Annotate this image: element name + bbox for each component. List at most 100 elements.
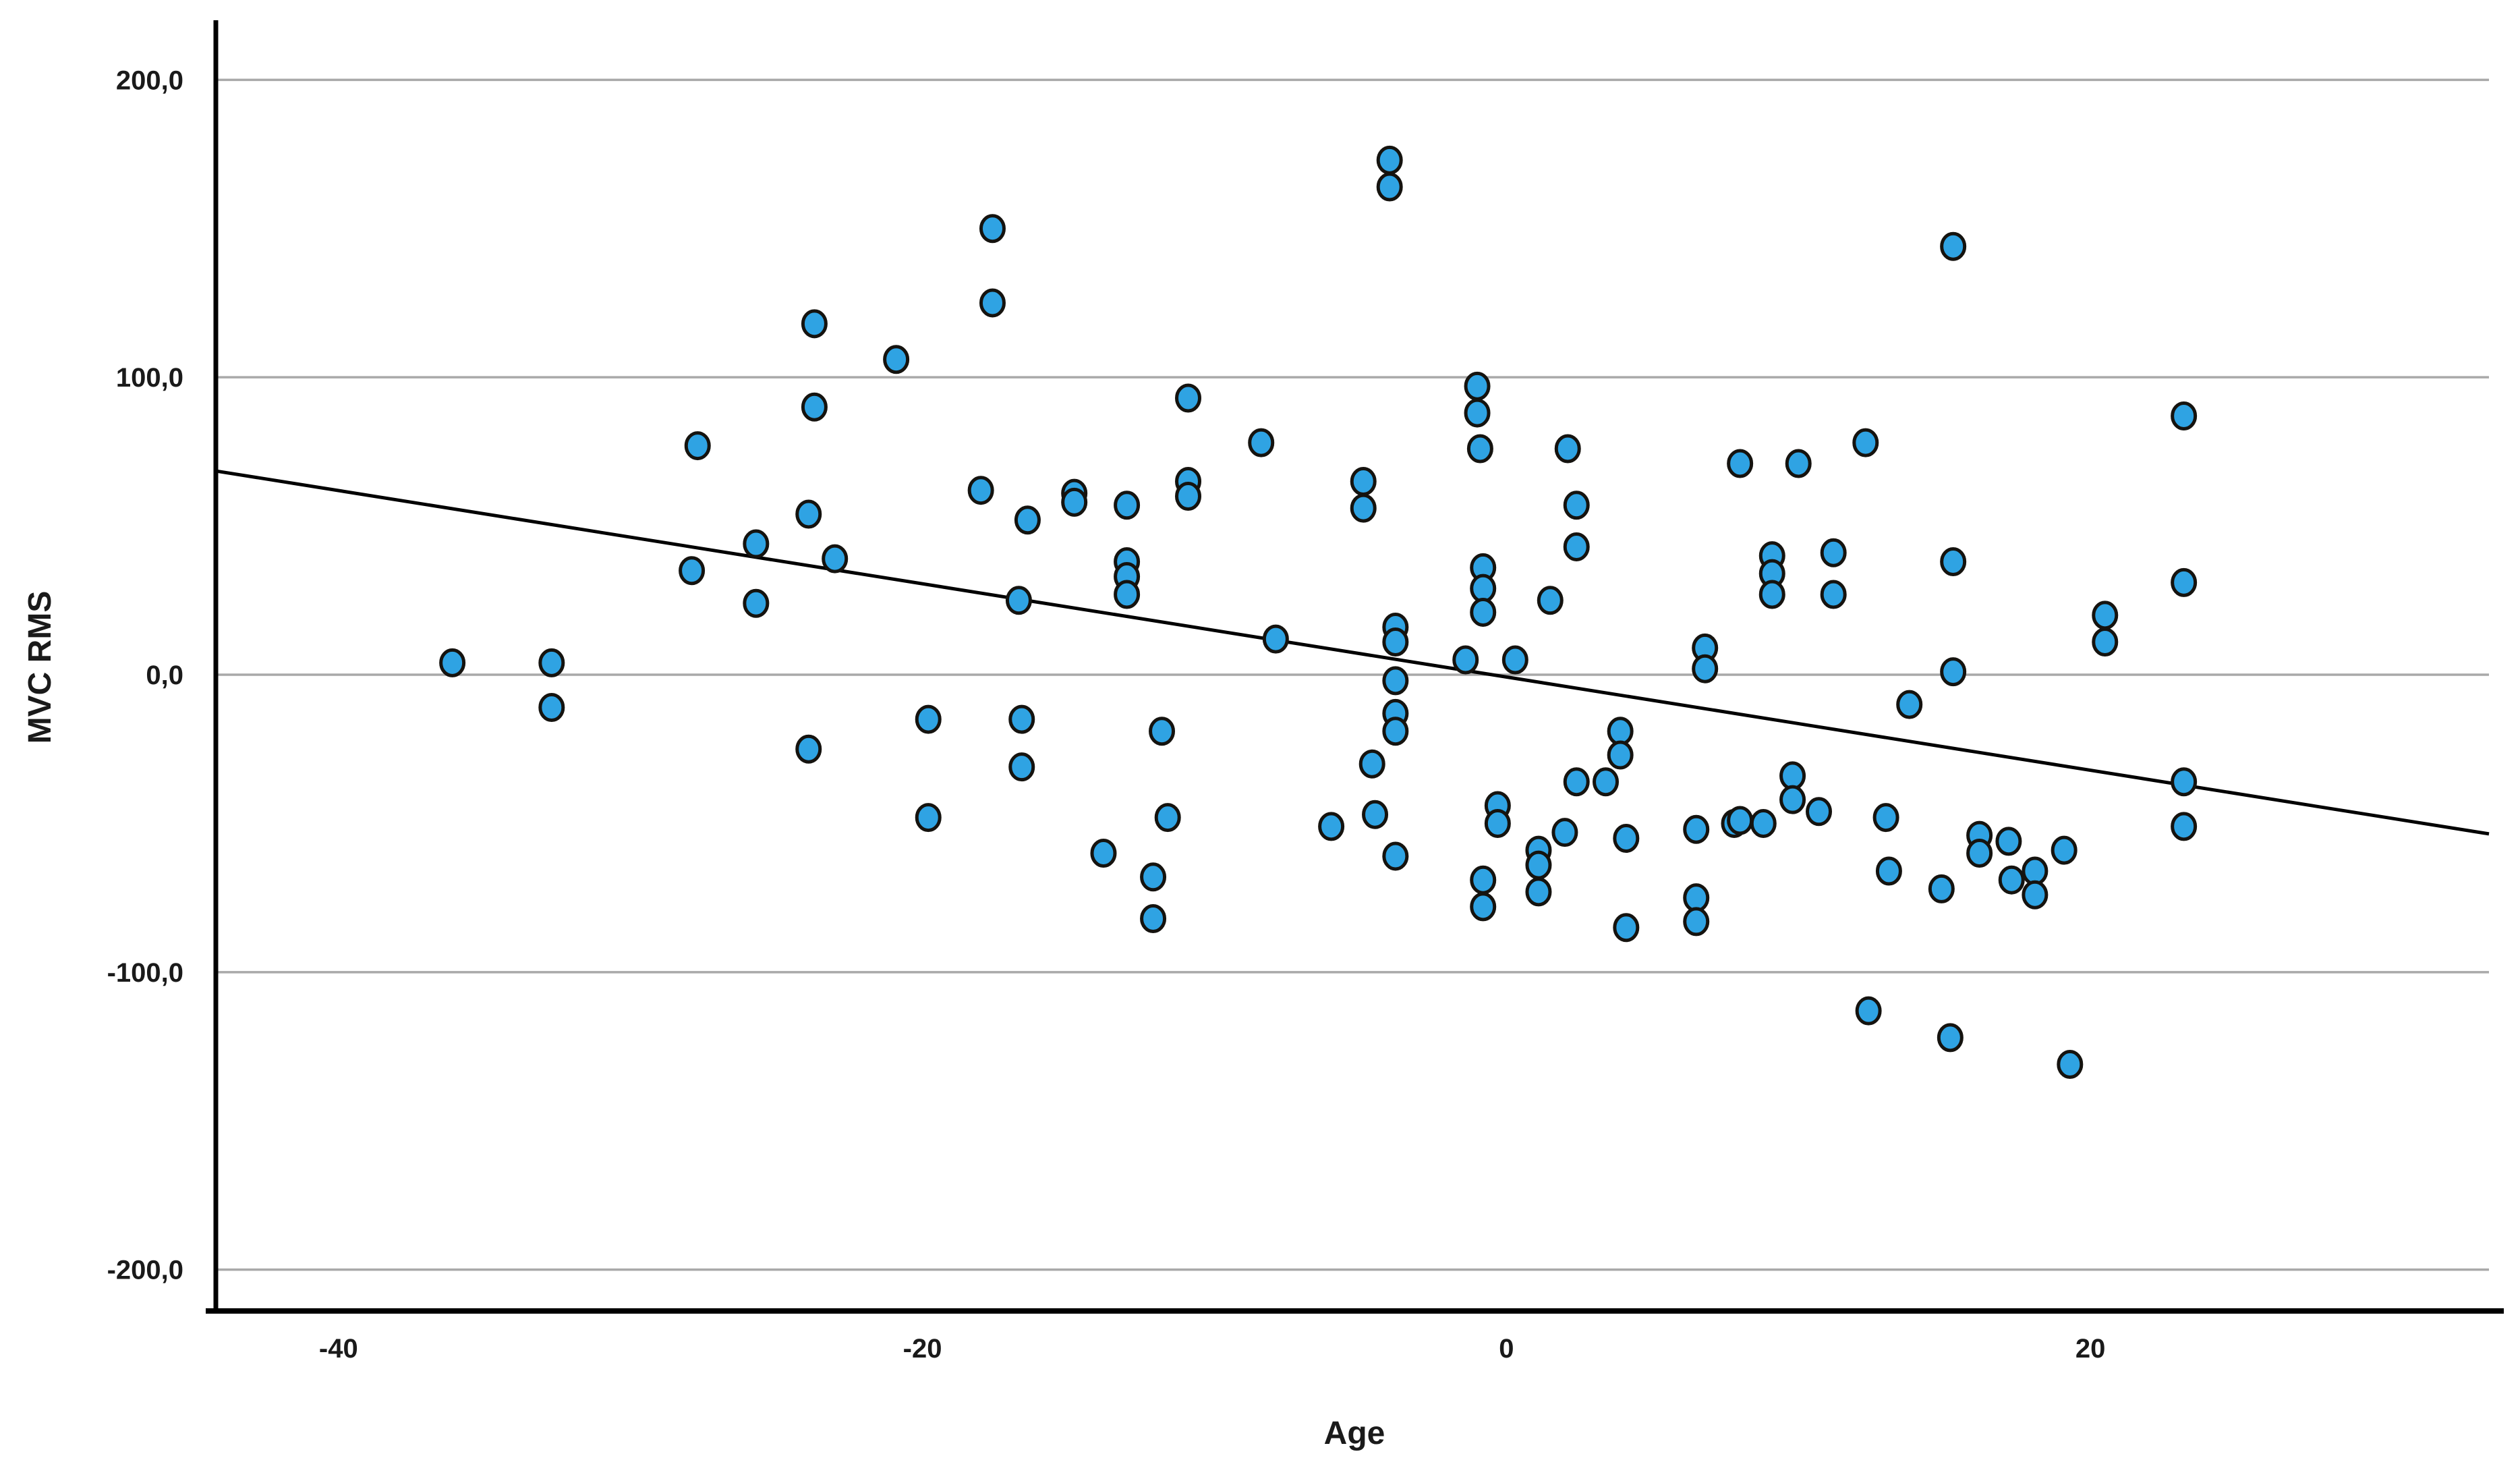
data-point bbox=[1376, 145, 1403, 175]
x-tick-label: -40 bbox=[319, 1334, 358, 1364]
y-tick-label: 200,0 bbox=[116, 65, 183, 95]
data-point bbox=[1937, 1023, 1964, 1053]
data-point bbox=[679, 556, 706, 586]
data-point bbox=[1785, 449, 1812, 478]
data-point bbox=[1613, 913, 1640, 943]
x-tick-label: 0 bbox=[1499, 1334, 1514, 1364]
data-point bbox=[2171, 812, 2198, 841]
data-point bbox=[967, 476, 994, 505]
data-point bbox=[1008, 752, 1035, 782]
data-point bbox=[1613, 823, 1640, 853]
data-point bbox=[1607, 717, 1634, 746]
data-point bbox=[2022, 880, 2049, 910]
data-point bbox=[1872, 803, 1899, 833]
data-point bbox=[2171, 767, 2198, 797]
data-point bbox=[915, 803, 942, 833]
data-point bbox=[1940, 231, 1967, 261]
data-point bbox=[1683, 814, 1710, 844]
data-point bbox=[1376, 172, 1403, 202]
data-point bbox=[538, 693, 565, 723]
data-point bbox=[1090, 839, 1117, 868]
data-point bbox=[1563, 491, 1590, 520]
data-point bbox=[1362, 800, 1389, 829]
data-point bbox=[1470, 574, 1497, 603]
data-point bbox=[1470, 597, 1497, 627]
trend-line-group bbox=[215, 469, 2490, 836]
data-point bbox=[1005, 586, 1032, 615]
data-point bbox=[1998, 865, 2025, 895]
data-point bbox=[1382, 717, 1409, 746]
data-point bbox=[684, 431, 711, 461]
data-point bbox=[743, 529, 770, 559]
data-point bbox=[1607, 740, 1634, 770]
data-point bbox=[883, 345, 910, 374]
data-point bbox=[1966, 839, 1993, 868]
trend-line bbox=[215, 469, 2490, 836]
data-point bbox=[1350, 493, 1377, 523]
data-point bbox=[1875, 856, 1902, 886]
data-point bbox=[1470, 865, 1497, 895]
y-tick-label: -100,0 bbox=[107, 958, 183, 988]
data-point bbox=[1318, 812, 1345, 841]
data-point bbox=[1008, 704, 1035, 734]
y-tick-label: -200,0 bbox=[107, 1256, 183, 1285]
data-point bbox=[1551, 818, 1578, 847]
data-point bbox=[1501, 645, 1528, 675]
data-point bbox=[1114, 580, 1141, 609]
data-point bbox=[1855, 996, 1882, 1026]
data-point bbox=[2171, 401, 2198, 430]
data-point bbox=[1940, 657, 1967, 687]
x-axis-title: Age bbox=[1324, 1416, 1385, 1451]
data-point bbox=[1563, 532, 1590, 561]
data-point bbox=[1806, 797, 1833, 827]
data-point bbox=[1692, 654, 1719, 683]
data-point bbox=[1149, 717, 1176, 746]
data-point bbox=[1928, 874, 1955, 903]
data-point bbox=[1820, 538, 1847, 567]
gridlines bbox=[216, 78, 2489, 1271]
data-point bbox=[538, 648, 565, 677]
data-point bbox=[1175, 482, 1202, 511]
data-point bbox=[1014, 505, 1041, 535]
data-point bbox=[1537, 586, 1564, 615]
data-point bbox=[979, 288, 1006, 318]
data-point bbox=[1140, 904, 1167, 934]
y-axis-title: MVC RMS bbox=[22, 591, 58, 744]
data-point bbox=[1896, 690, 1923, 719]
data-point bbox=[979, 214, 1006, 244]
data-point bbox=[1382, 841, 1409, 871]
data-point bbox=[801, 392, 828, 422]
data-point bbox=[2051, 835, 2078, 865]
data-point bbox=[1350, 466, 1377, 496]
x-tick-label: 20 bbox=[2075, 1334, 2106, 1364]
data-point bbox=[822, 544, 849, 574]
data-point bbox=[1382, 666, 1409, 696]
data-point bbox=[801, 309, 828, 339]
data-point bbox=[2057, 1050, 2084, 1080]
data-point bbox=[439, 648, 466, 677]
data-point bbox=[1820, 580, 1847, 609]
data-point bbox=[1525, 877, 1552, 907]
data-point bbox=[1154, 803, 1181, 833]
data-point bbox=[743, 588, 770, 618]
data-point bbox=[1061, 487, 1088, 517]
data-point bbox=[1995, 827, 2022, 856]
data-point bbox=[1563, 767, 1590, 797]
data-point bbox=[1484, 808, 1511, 838]
data-point bbox=[1779, 761, 1806, 791]
data-points bbox=[439, 145, 2198, 1080]
y-tick-label: 100,0 bbox=[116, 363, 183, 393]
data-point bbox=[1727, 449, 1754, 478]
data-point bbox=[1779, 785, 1806, 814]
data-point bbox=[1262, 624, 1289, 654]
data-point bbox=[1382, 627, 1409, 657]
data-point bbox=[795, 499, 822, 529]
y-tick-label: 0,0 bbox=[146, 661, 183, 690]
data-point bbox=[2022, 856, 2049, 886]
data-point bbox=[2092, 600, 2119, 630]
data-point bbox=[795, 734, 822, 764]
data-point bbox=[1940, 547, 1967, 576]
data-point bbox=[1683, 907, 1710, 937]
